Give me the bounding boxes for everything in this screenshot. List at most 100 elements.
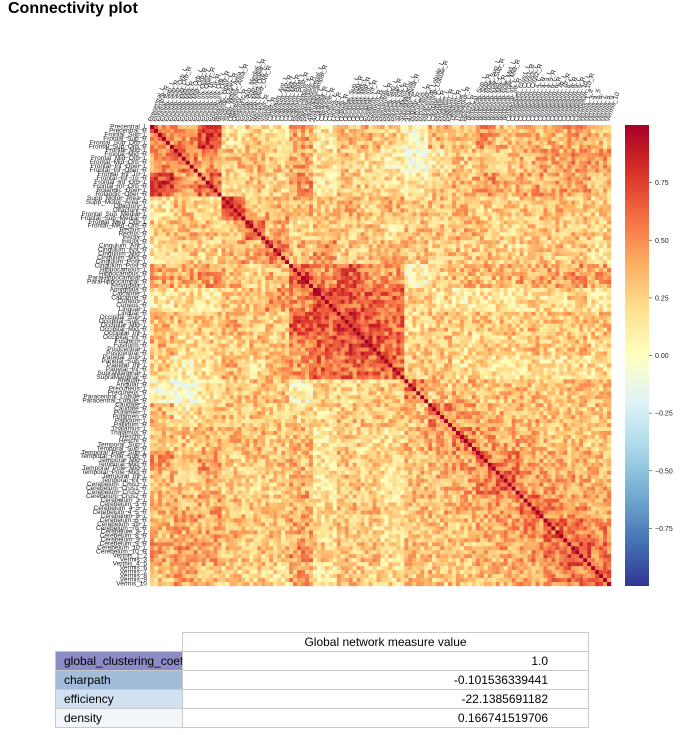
heatmap-cell [153, 283, 159, 289]
heatmap-cell [440, 140, 445, 146]
heatmap-cell [157, 184, 163, 189]
heatmap-cell [193, 212, 198, 217]
heatmap-cell [277, 287, 282, 293]
heatmap-cell [241, 240, 246, 245]
heatmap-cell [396, 168, 401, 173]
heatmap-cell [440, 276, 445, 281]
heatmap-cell [217, 216, 222, 221]
heatmap-cell [241, 208, 246, 213]
heatmap-cell [356, 232, 361, 237]
heatmap-cell [587, 160, 592, 165]
heatmap-cell [221, 144, 226, 149]
heatmap-cell [471, 196, 477, 201]
heatmap-cell [436, 184, 441, 189]
heatmap-cell [452, 283, 457, 289]
heatmap-cell [519, 268, 524, 273]
heatmap-cell [293, 216, 298, 221]
heatmap-cell [348, 216, 353, 221]
heatmap-cell [189, 132, 194, 138]
heatmap-cell [193, 228, 198, 233]
heatmap-cell [157, 236, 163, 241]
heatmap-cell [444, 287, 449, 293]
heatmap-cell [157, 256, 163, 261]
heatmap-cell [376, 276, 381, 281]
heatmap-cell [332, 208, 337, 213]
heatmap-cell [308, 172, 314, 177]
heatmap-cell [281, 156, 286, 161]
heatmap-cell [567, 256, 572, 261]
heatmap-cell [205, 291, 210, 297]
heatmap-cell [499, 216, 504, 221]
heatmap-cell [523, 160, 528, 165]
heatmap-cell [165, 287, 171, 293]
heatmap-cell [444, 200, 449, 205]
heatmap-cell [436, 204, 441, 209]
heatmap-cell [535, 291, 540, 297]
heatmap-cell [471, 224, 477, 229]
heatmap-cell [150, 216, 155, 221]
heatmap-cell [153, 216, 159, 221]
heatmap-cell [607, 228, 612, 233]
heatmap-cell [563, 260, 568, 265]
heatmap-cell [571, 283, 576, 289]
heatmap-cell [475, 291, 480, 297]
heatmap-cell [229, 164, 234, 169]
heatmap-cell [475, 216, 480, 221]
heatmap-cell [400, 128, 405, 134]
heatmap-cell [499, 279, 504, 285]
heatmap-cell [360, 276, 365, 281]
heatmap-cell [483, 264, 488, 269]
heatmap-cell [587, 132, 592, 138]
heatmap-cell [487, 125, 492, 130]
heatmap-cell [452, 164, 457, 169]
heatmap-cell [408, 244, 413, 249]
heatmap-cell [555, 156, 560, 161]
heatmap-cell [348, 228, 353, 233]
heatmap-cell [157, 212, 163, 217]
heatmap-cell [428, 244, 433, 249]
heatmap-cell [205, 283, 210, 289]
heatmap-cell [471, 287, 477, 293]
heatmap-cell [265, 148, 270, 153]
heatmap-cell [153, 192, 159, 197]
heatmap-cell [360, 192, 365, 197]
heatmap-cell [432, 216, 437, 221]
heatmap-cell [603, 184, 608, 189]
heatmap-cell [356, 291, 361, 297]
heatmap-cell [233, 228, 238, 233]
heatmap-cell [499, 291, 504, 297]
heatmap-cell [515, 216, 520, 221]
heatmap-cell [197, 260, 202, 265]
heatmap-cell [575, 236, 580, 241]
heatmap-cell [531, 212, 536, 217]
heatmap-cell [471, 125, 477, 130]
heatmap-cell [324, 264, 329, 269]
heatmap-cell [539, 220, 544, 225]
heatmap-cell [265, 144, 270, 149]
heatmap-cell [372, 148, 377, 153]
heatmap-cell [575, 188, 580, 193]
heatmap-cell [487, 132, 492, 138]
heatmap-cell [432, 276, 437, 281]
heatmap-cell [340, 132, 345, 138]
heatmap-cell [519, 125, 524, 130]
heatmap-cell [193, 216, 198, 221]
heatmap-cell [463, 188, 469, 193]
heatmap-cell [416, 276, 421, 281]
heatmap-cell [157, 279, 163, 285]
heatmap-cell [475, 164, 480, 169]
heatmap-cell [360, 224, 365, 229]
heatmap-cell [197, 176, 202, 181]
heatmap-cell [237, 136, 242, 142]
heatmap-cell [575, 136, 580, 142]
heatmap-cell [479, 204, 484, 209]
heatmap-cell [181, 144, 186, 149]
heatmap-cell [372, 212, 377, 217]
heatmap-cell [463, 164, 469, 169]
heatmap-cell [229, 144, 234, 149]
heatmap-cell [539, 252, 544, 257]
heatmap-cell [205, 272, 210, 277]
heatmap-cell [376, 192, 381, 197]
heatmap-cell [396, 180, 401, 185]
heatmap-cell [432, 160, 437, 165]
